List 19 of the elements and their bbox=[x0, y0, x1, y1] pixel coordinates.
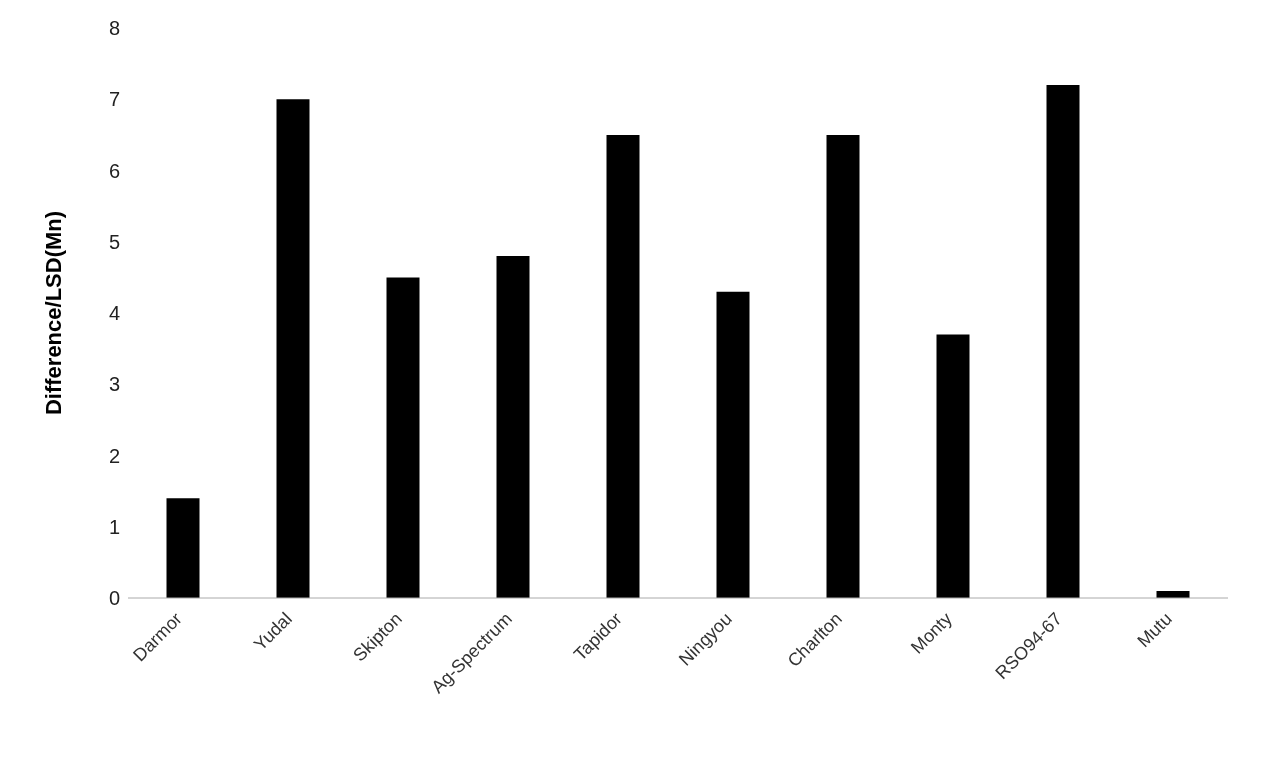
bar bbox=[1046, 85, 1080, 598]
y-tick-label: 3 bbox=[108, 373, 120, 396]
bar bbox=[386, 277, 420, 598]
bar bbox=[276, 99, 310, 598]
y-tick-label: 6 bbox=[108, 159, 120, 182]
bar bbox=[716, 291, 750, 598]
y-tick-label: 7 bbox=[108, 88, 120, 111]
bar bbox=[826, 134, 860, 598]
y-axis-title: Difference/LSD(Mn) bbox=[40, 210, 66, 416]
y-tick-label: 1 bbox=[108, 515, 120, 538]
bar bbox=[496, 256, 530, 598]
y-tick-label: 5 bbox=[108, 230, 120, 253]
y-tick-label: 4 bbox=[108, 302, 120, 325]
y-tick-label: 2 bbox=[108, 444, 120, 467]
y-tick-label: 0 bbox=[108, 587, 120, 610]
bar bbox=[936, 334, 970, 598]
bar bbox=[606, 134, 640, 598]
y-tick-label: 8 bbox=[108, 17, 120, 40]
bar bbox=[166, 498, 200, 598]
